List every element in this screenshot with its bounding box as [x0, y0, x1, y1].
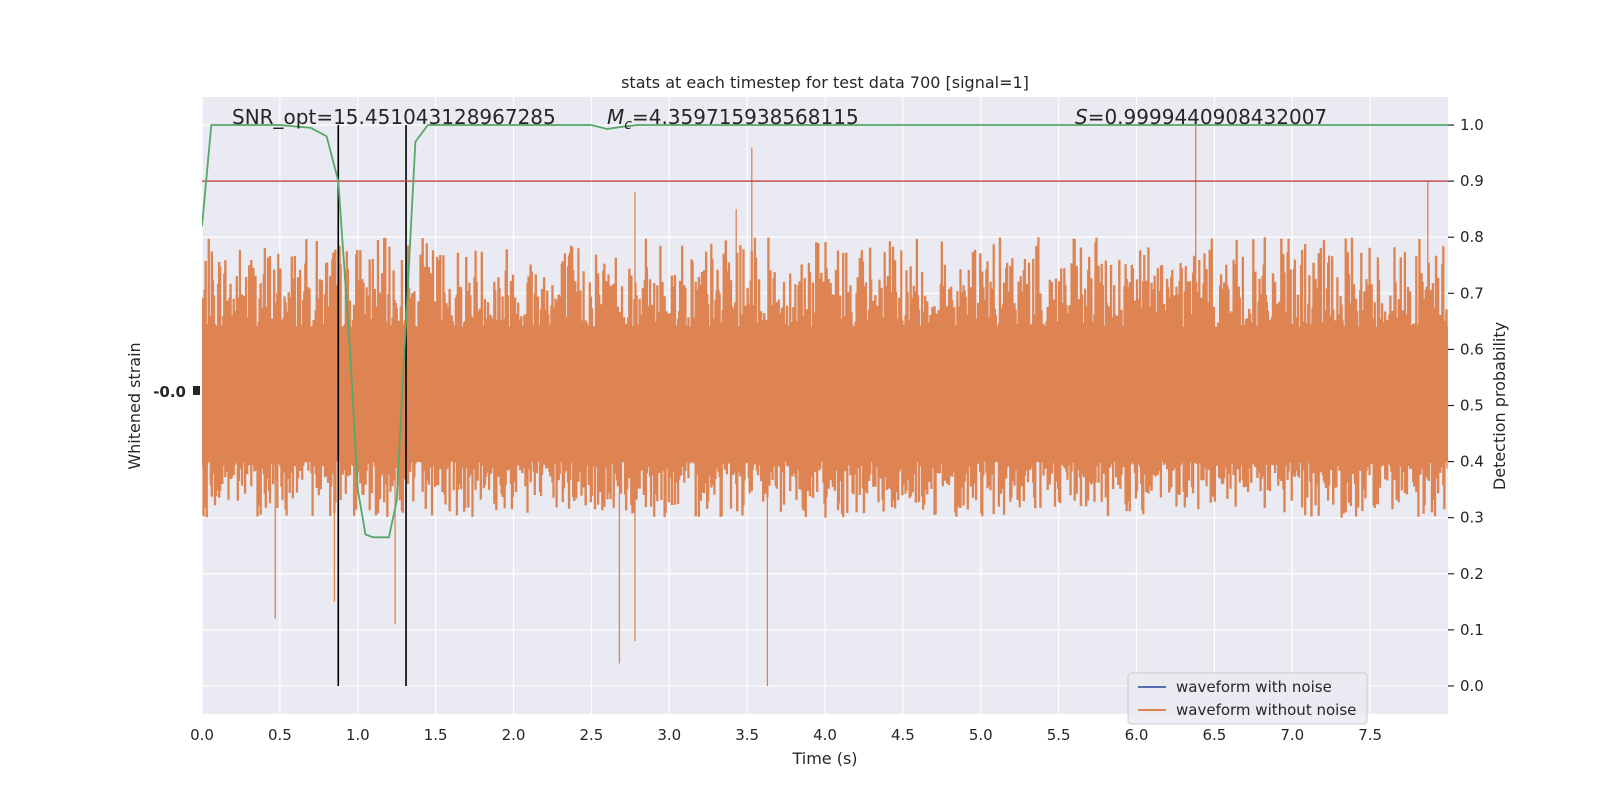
- legend-box: [1127, 672, 1368, 725]
- x-axis-ticks: 0.0 0.5 1.0 1.5 2.0 2.5 3.0 3.5 4.0 4.5 5.0 5.5 6.0 6…: [190, 726, 1382, 744]
- x-tick-label: 1.5: [424, 726, 448, 744]
- x-tick-label: 5.5: [1047, 726, 1071, 744]
- x-tick-label: 0.5: [268, 726, 292, 744]
- y-tick-label: 0.6: [1460, 340, 1484, 358]
- strain-series: [202, 125, 1448, 686]
- x-tick-label: 5.0: [969, 726, 993, 744]
- snr-annotation: SNR_opt=15.451043128967285: [232, 105, 556, 129]
- y-tick-label: 0.3: [1460, 509, 1484, 527]
- left-axis-label: Whitened strain: [125, 342, 144, 469]
- stat-symbol: S: [1075, 105, 1088, 129]
- y-tick-label: 0.4: [1460, 453, 1484, 471]
- x-tick-label: 1.0: [346, 726, 370, 744]
- x-tick-label: 6.0: [1125, 726, 1149, 744]
- x-axis-label: Time (s): [791, 749, 857, 768]
- chirp-mass-symbol: M: [607, 105, 624, 129]
- left-tick-mark: [193, 386, 200, 395]
- x-tick-label: 6.5: [1202, 726, 1226, 744]
- x-tick-label: 3.5: [735, 726, 759, 744]
- y-tick-label: 0.8: [1460, 228, 1484, 246]
- x-tick-label: 2.0: [502, 726, 526, 744]
- x-tick-label: 4.5: [891, 726, 915, 744]
- chirp-mass-value: =4.359715938568115: [632, 105, 859, 129]
- probability-line: [202, 124, 1448, 539]
- stat-value: =0.9999440908432007: [1088, 105, 1327, 129]
- left-tick-label: -0.0: [153, 383, 186, 401]
- x-tick-label: 0.0: [190, 726, 214, 744]
- chart-title: stats at each timestep for test data 700…: [621, 73, 1029, 92]
- detection-stat-annotation: S=0.9999440908432007: [1075, 105, 1327, 129]
- chirp-mass-subscript: c: [624, 117, 632, 133]
- right-axis-label: Detection probability: [1490, 322, 1509, 490]
- y-tick-label: 0.1: [1460, 621, 1484, 639]
- y-tick-label: 0.2: [1460, 565, 1484, 583]
- vertical-markers: [337, 125, 407, 686]
- x-tick-label: 4.0: [813, 726, 837, 744]
- y-tick-label: 0.7: [1460, 284, 1484, 302]
- x-tick-label: 2.5: [579, 726, 603, 744]
- legend: waveform with noise waveform without noi…: [1127, 672, 1368, 725]
- x-tick-label: 3.0: [657, 726, 681, 744]
- legend-label-noise: waveform with noise: [1176, 678, 1332, 696]
- y-tick-label: 0.5: [1460, 397, 1484, 415]
- y-tick-label: 1.0: [1460, 116, 1484, 134]
- y-tick-label: 0.0: [1460, 677, 1484, 695]
- y-tick-label: 0.9: [1460, 172, 1484, 190]
- legend-label-clean: waveform without noise: [1176, 701, 1356, 719]
- left-axis-tick: -0.0: [153, 383, 200, 401]
- x-tick-label: 7.5: [1358, 726, 1382, 744]
- chirp-mass-annotation: Mc=4.359715938568115: [607, 105, 859, 133]
- right-axis-ticks: 0.0 0.1 0.2 0.3 0.4 0.5 0.6 0.7 0.8 0.9 1.0: [1448, 116, 1484, 695]
- strain-trace: [202, 125, 1448, 686]
- x-tick-label: 7.0: [1280, 726, 1304, 744]
